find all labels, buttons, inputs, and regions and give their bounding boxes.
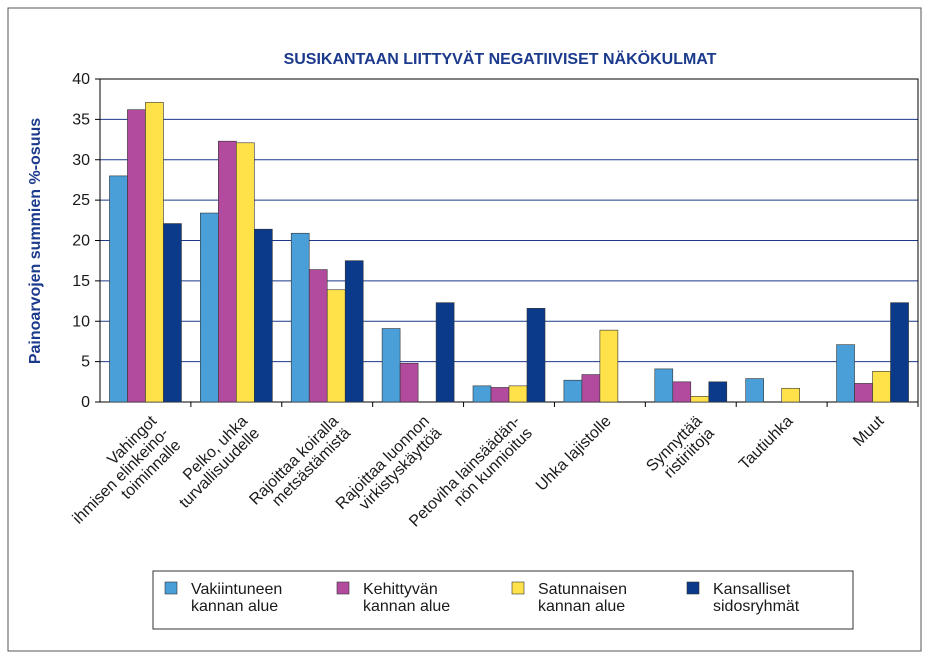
bar	[109, 175, 128, 403]
bar	[472, 385, 492, 403]
y-tick-label: 40	[72, 71, 90, 88]
bar	[890, 302, 909, 403]
bar	[399, 362, 419, 403]
y-tick-label: 5	[81, 354, 90, 371]
y-tick-label: 15	[72, 273, 90, 290]
y-tick-label: 30	[72, 152, 90, 169]
bar	[200, 212, 219, 403]
bar	[854, 383, 873, 403]
legend	[152, 570, 854, 630]
legend-swatch	[164, 581, 178, 595]
legend-swatch	[336, 581, 350, 595]
bar	[308, 269, 328, 403]
bar	[836, 344, 855, 403]
chart-title: SUSIKANTAAN LIITTYVÄT NEGATIIVISET NÄKÖK…	[284, 49, 717, 68]
bar	[781, 387, 800, 403]
legend-label: Kansalliset sidosryhmät	[713, 581, 800, 615]
bar	[344, 260, 364, 403]
bar	[690, 396, 710, 403]
bar	[218, 140, 237, 403]
bar	[490, 387, 510, 403]
bar	[508, 385, 528, 403]
bar	[236, 142, 255, 403]
y-tick-label: 0	[81, 394, 90, 411]
y-tick-label: 10	[72, 313, 90, 330]
legend-label: Vakiintuneen kannan alue	[191, 581, 282, 615]
legend-swatch	[686, 581, 700, 595]
bar	[127, 109, 146, 403]
y-axis-label: Painoarvojen summien %-osuus	[27, 118, 44, 364]
bar	[163, 223, 182, 403]
bar	[326, 289, 346, 403]
y-tick-label: 35	[72, 111, 90, 128]
bar	[563, 379, 583, 403]
bar	[290, 232, 310, 403]
bar	[526, 308, 546, 403]
bar	[381, 328, 401, 403]
legend-label: Kehittyvän kannan alue	[363, 581, 450, 615]
bar	[435, 302, 455, 403]
bar	[145, 102, 164, 403]
bar	[708, 381, 728, 403]
bar	[254, 228, 273, 403]
y-tick-label: 25	[72, 192, 90, 209]
bar	[672, 381, 692, 403]
bar	[599, 329, 619, 403]
legend-label: Satunnaisen kannan alue	[538, 581, 627, 615]
y-tick-label: 20	[72, 233, 90, 250]
bar	[872, 371, 891, 403]
legend-swatch	[511, 581, 525, 595]
bar	[654, 368, 674, 403]
bar	[745, 378, 764, 403]
bar	[581, 374, 601, 403]
